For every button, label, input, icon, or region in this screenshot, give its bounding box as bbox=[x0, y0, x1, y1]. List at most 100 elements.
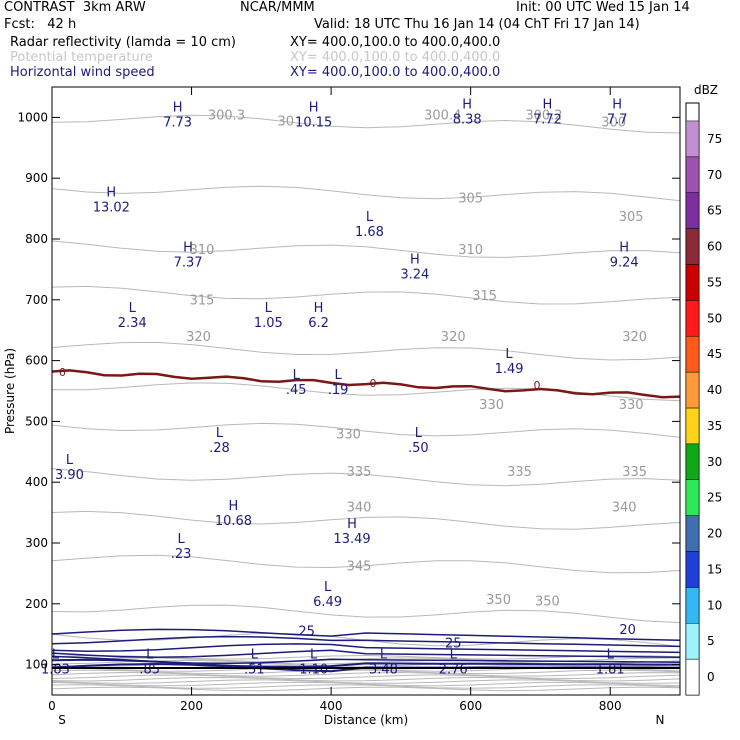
extremum-6-value: 1.81 bbox=[596, 663, 625, 678]
colorbar-swatch-40 bbox=[685, 371, 700, 409]
extremum-7-value: 6.49 bbox=[313, 595, 342, 610]
extremum-24-value: 13.02 bbox=[93, 201, 130, 216]
theta-contour-330 bbox=[52, 422, 680, 438]
extremum-14-type: L bbox=[293, 368, 301, 383]
colorbar-label-30: 30 bbox=[707, 455, 722, 469]
wind-label-1: 25 bbox=[298, 624, 315, 639]
y-tick-label-700: 700 bbox=[25, 293, 48, 307]
freezing-line-path bbox=[52, 369, 680, 399]
extremum-26-value: 10.15 bbox=[295, 116, 332, 131]
x-tick-label-200: 200 bbox=[180, 699, 203, 713]
extremum-29-type: H bbox=[612, 97, 622, 112]
theta-label-9: 330 bbox=[479, 398, 504, 413]
theta-contour-stratosphere-7 bbox=[52, 669, 680, 675]
extremum-9-value: 10.68 bbox=[215, 514, 252, 529]
colorbar-swatch-45 bbox=[685, 335, 700, 373]
colorbar-label-0: 0 bbox=[707, 670, 715, 684]
wind-label-2: 20 bbox=[619, 623, 636, 638]
extremum-13-value: .50 bbox=[408, 441, 429, 456]
y-tick-label-900: 900 bbox=[25, 171, 48, 185]
y-tick-label-200: 200 bbox=[25, 597, 48, 611]
colorbar-swatch-30 bbox=[685, 443, 700, 480]
y-tick-label-600: 600 bbox=[25, 354, 48, 368]
extremum-23-value: 1.68 bbox=[355, 225, 384, 240]
extremum-19-value: 6.2 bbox=[308, 316, 329, 331]
extremum-29-value: 7.7 bbox=[607, 112, 628, 127]
extremum-3-type: L bbox=[310, 648, 318, 663]
extremum-15-value: .19 bbox=[328, 383, 349, 398]
theta-contour-stratosphere-0 bbox=[52, 686, 680, 692]
colorbar-label-25: 25 bbox=[707, 491, 722, 505]
extremum-1-type: L bbox=[146, 648, 154, 663]
theta-contour-stratosphere-6 bbox=[52, 671, 680, 677]
y-tick-label-500: 500 bbox=[25, 414, 48, 428]
extremum-21-value: 7.37 bbox=[174, 255, 203, 270]
extremum-23-type: L bbox=[366, 210, 374, 225]
extremum-21-type: H bbox=[183, 240, 193, 255]
wind-label-0: 25 bbox=[445, 637, 462, 652]
wind-contour-3 bbox=[52, 649, 680, 659]
extremum-3-value: 1.10 bbox=[299, 663, 328, 678]
theta-contour-335 bbox=[52, 468, 680, 487]
colorbar: 0 5 10 15 20 25 30 35 40 45 50 55 60 65 70 75 bbox=[685, 102, 722, 696]
extremum-17-value: 2.34 bbox=[118, 316, 147, 331]
y-tick-label-800: 800 bbox=[25, 232, 48, 246]
theta-contour-stratosphere-4 bbox=[52, 676, 680, 682]
field-label-reflectivity: Radar reflectivity (lamda = 10 cm) bbox=[10, 35, 236, 50]
colorbar-label-40: 40 bbox=[707, 383, 722, 397]
extremum-5-type: L bbox=[450, 648, 458, 663]
wind-contour-2 bbox=[52, 655, 680, 665]
extremum-11-type: L bbox=[66, 453, 74, 468]
theta-contour-325 bbox=[52, 382, 680, 402]
theta-label-10: 330 bbox=[619, 398, 644, 413]
theta-label-20: 300 bbox=[601, 116, 626, 131]
extremum-4-type: L bbox=[380, 648, 388, 663]
colorbar-swatch-75 bbox=[685, 120, 700, 158]
colorbar-swatch-70 bbox=[685, 156, 700, 193]
colorbar-label-5: 5 bbox=[707, 634, 715, 648]
colorbar-label-55: 55 bbox=[707, 275, 722, 289]
colorbar-swatch-60 bbox=[685, 228, 700, 265]
theta-label-4: 340 bbox=[612, 500, 637, 515]
colorbar-swatch-10 bbox=[685, 587, 700, 624]
colorbar-label-75: 75 bbox=[707, 132, 722, 146]
theta-label-8: 330 bbox=[336, 427, 361, 442]
theta-label-11: 320 bbox=[186, 330, 211, 345]
freezing-line-label-2: 0 bbox=[533, 379, 540, 392]
colorbar-label-45: 45 bbox=[707, 347, 722, 361]
colorbar-swatch-35 bbox=[685, 407, 700, 445]
extremum-13-type: L bbox=[415, 426, 423, 441]
colorbar-label-70: 70 bbox=[707, 168, 722, 182]
theta-contour-350 bbox=[52, 604, 680, 624]
theta-label-1: 350 bbox=[486, 593, 511, 608]
theta-contour-340 bbox=[52, 510, 680, 530]
extremum-5-value: 2.76 bbox=[439, 663, 468, 678]
extremum-4-value: 3.48 bbox=[369, 663, 398, 678]
wind-contour-4 bbox=[52, 643, 680, 654]
theta-contour-stratosphere-1 bbox=[52, 684, 680, 689]
wind-contour-6 bbox=[52, 628, 680, 642]
wind-contour-5 bbox=[52, 635, 680, 648]
freezing-line-label-1: 0 bbox=[369, 377, 376, 390]
x-left-end-label: S bbox=[58, 713, 66, 727]
colorbar-label-10: 10 bbox=[707, 598, 722, 612]
freezing-level-line: 0 0 0 bbox=[52, 366, 680, 399]
extremum-12-value: .28 bbox=[209, 441, 230, 456]
extremum-2-type: L bbox=[251, 648, 259, 663]
y-tick-label-400: 400 bbox=[25, 475, 48, 489]
org-label: NCAR/MMM bbox=[240, 0, 315, 15]
extremum-12-type: L bbox=[216, 426, 224, 441]
theta-label-3: 340 bbox=[347, 500, 372, 515]
theta-contour-stratosphere-3 bbox=[52, 679, 680, 684]
surface-theta-label-2: 300.4 bbox=[424, 108, 461, 123]
theta-contour-345 bbox=[52, 554, 680, 574]
theta-label-12: 320 bbox=[441, 330, 466, 345]
extremum-18-type: L bbox=[265, 301, 273, 316]
extremum-25-type: H bbox=[173, 101, 183, 116]
plot-frame bbox=[51, 86, 681, 696]
theta-label-13: 320 bbox=[622, 330, 647, 345]
extremum-0-value: 1.83 bbox=[41, 663, 70, 678]
extrema-labels: L1.83L.85L.51L1.10L3.48L2.76L1.81L6.49L.… bbox=[41, 97, 639, 677]
surface-theta-label-1: 30 bbox=[277, 114, 294, 129]
field-xy-wind: XY= 400.0,100.0 to 400.0,400.0 bbox=[290, 65, 501, 80]
